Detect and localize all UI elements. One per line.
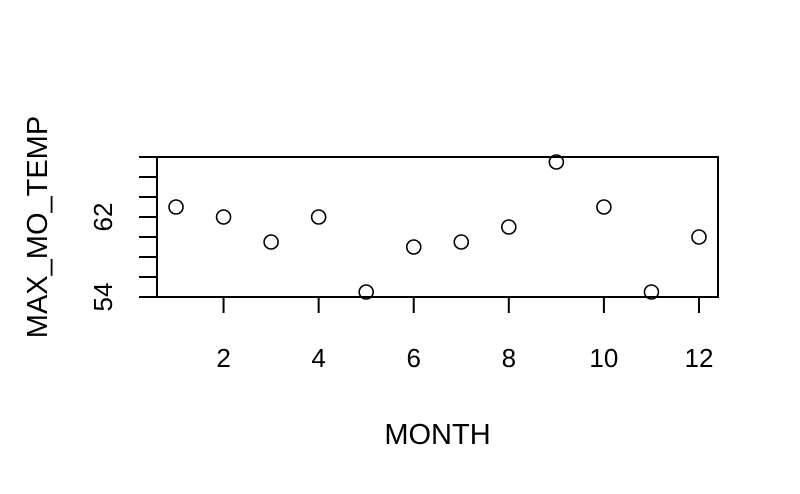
- data-point: [691, 229, 707, 245]
- data-point: [405, 239, 422, 255]
- x-tick-label: 12: [685, 343, 714, 373]
- data-point: [548, 154, 565, 170]
- data-point: [596, 199, 612, 215]
- data-point: [358, 284, 374, 300]
- x-axis: 2 4 6 8 10 12: [216, 297, 713, 373]
- y-axis: 54 62: [88, 156, 157, 312]
- y-tick-label: 62: [88, 203, 118, 232]
- x-tick-label: 2: [216, 343, 230, 373]
- x-tick-label: 4: [311, 343, 325, 373]
- data-point: [215, 209, 232, 225]
- data-points: [168, 154, 707, 300]
- x-tick-label: 6: [406, 343, 420, 373]
- data-point: [643, 284, 660, 300]
- data-point: [263, 234, 279, 250]
- data-point: [501, 219, 517, 235]
- y-tick-label: 54: [88, 283, 118, 312]
- y-axis-label: MAX_MO_TEMP: [22, 116, 54, 338]
- data-point: [168, 199, 184, 215]
- x-axis-label: MONTH: [384, 419, 490, 451]
- data-point: [310, 209, 327, 225]
- x-tick-label: 10: [589, 343, 618, 373]
- x-tick-label: 8: [502, 343, 516, 373]
- plot-frame: [156, 156, 719, 298]
- data-point: [453, 234, 470, 250]
